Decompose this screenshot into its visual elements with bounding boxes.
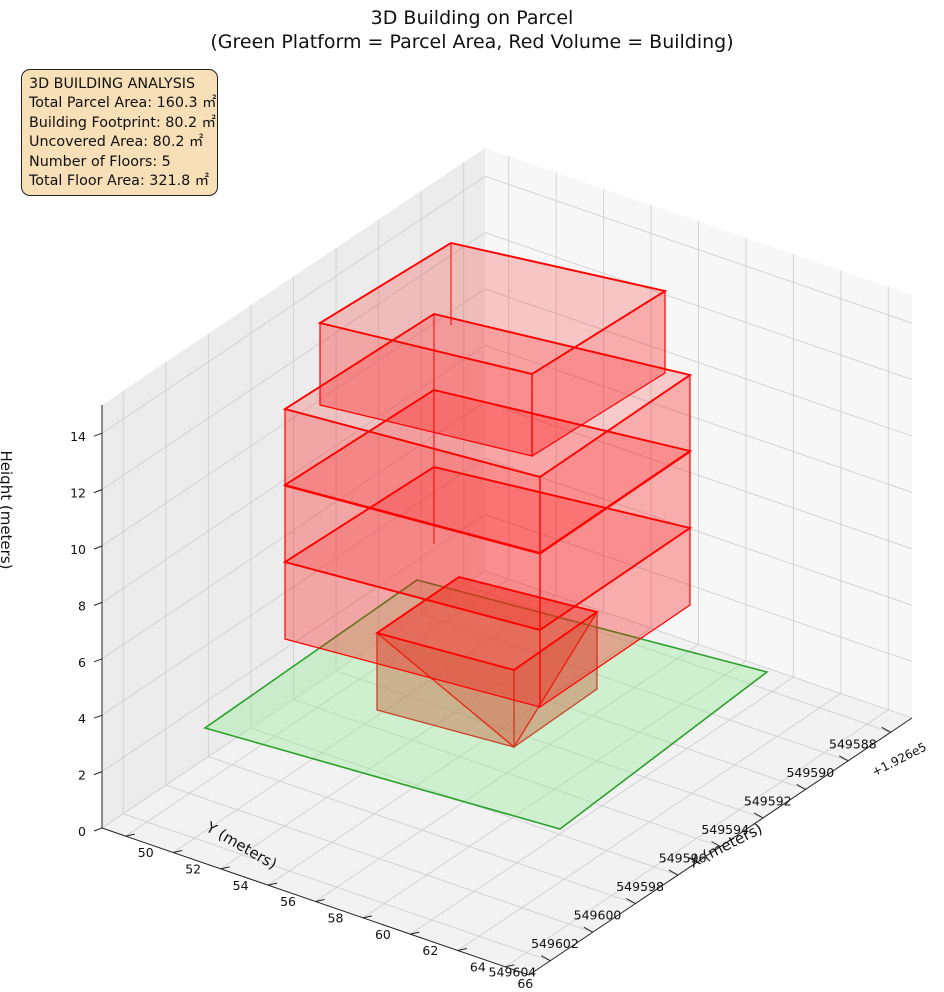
grid-line [484, 457, 913, 606]
tick-label: 6 [78, 655, 86, 670]
building-floor-2 [282, 465, 693, 709]
analysis-line: Uncovered Area: 80.2 ㎡ [29, 134, 204, 151]
grid-line [101, 345, 486, 603]
grid-line [484, 401, 913, 550]
chart-subtitle: (Green Platform = Parcel Area, Red Volum… [210, 31, 734, 53]
building-floor-3 [282, 388, 693, 632]
tick-mark [668, 869, 679, 876]
z-axis-label: Height (meters) [0, 451, 15, 570]
x-offset-label: +1.926e5 [870, 740, 929, 779]
tick-label: 66 [517, 976, 533, 991]
building-floor-4 [282, 312, 693, 556]
tick-mark [93, 489, 103, 494]
chart-title: 3D Building on Parcel [370, 7, 574, 29]
tick-label: 549592 [744, 793, 792, 808]
tick-label: 549602 [531, 936, 579, 951]
tick-mark [93, 658, 103, 663]
grid-line [123, 813, 551, 962]
building-floor-5 [317, 241, 668, 458]
building-top [317, 241, 668, 376]
parcel-platform [203, 579, 769, 830]
tick-mark [93, 432, 103, 437]
tick-mark [881, 726, 891, 733]
tick-mark [93, 601, 103, 606]
grid-line [208, 756, 636, 905]
tick-mark [753, 812, 764, 819]
chart-title-block: 3D Building on Parcel (Green Platform = … [0, 6, 944, 54]
tick-label: 549590 [786, 765, 834, 780]
tick-label: 2 [78, 768, 86, 783]
grid-line [293, 699, 721, 847]
analysis-line: Building Footprint: 80.2 ㎡ [29, 114, 216, 131]
tick-label: 54 [233, 878, 249, 893]
grid-line [335, 670, 764, 819]
analysis-line: Total Parcel Area: 160.3 ㎡ [29, 95, 217, 112]
tick-mark [505, 964, 515, 968]
tick-mark [583, 926, 594, 933]
tick-mark [711, 841, 721, 847]
tick-mark [410, 931, 420, 935]
grid-line [101, 232, 486, 490]
tick-label: 0 [78, 824, 86, 839]
grid-line [484, 288, 913, 437]
tick-mark [838, 755, 849, 762]
tick-mark [125, 833, 135, 837]
grid-line [463, 584, 891, 733]
tick-label: 52 [185, 862, 201, 877]
grid-line [421, 613, 849, 762]
tick-label: 549604 [489, 965, 537, 980]
tick-label: 549594 [701, 822, 749, 837]
tick-mark [626, 898, 636, 905]
tick-mark [93, 545, 103, 550]
grid-line [165, 784, 593, 933]
grid-line [101, 175, 486, 434]
tick-label: 56 [280, 894, 296, 909]
grid-line [484, 570, 913, 719]
tick-label: 64 [470, 960, 486, 975]
tick-label: 549598 [616, 879, 664, 894]
grid-line [101, 514, 486, 772]
tick-mark [220, 866, 230, 870]
grid-line [484, 232, 913, 381]
tick-mark [93, 771, 103, 776]
analysis-heading: 3D BUILDING ANALYSIS [29, 76, 196, 92]
tick-mark [93, 714, 103, 719]
tick-mark [457, 948, 467, 951]
tick-label: 14 [70, 429, 86, 444]
tick-mark [541, 955, 551, 962]
scene-objects [203, 241, 769, 830]
tick-mark [267, 882, 278, 886]
building-top [282, 312, 693, 479]
analysis-line: Total Floor Area: 321.8 ㎡ [29, 173, 210, 190]
tick-label: 10 [70, 542, 86, 557]
tick-label: 12 [70, 486, 86, 501]
analysis-line: Number of Floors: 5 [29, 153, 171, 170]
tick-mark [796, 783, 806, 790]
tick-label: 62 [422, 943, 438, 958]
tick-mark [93, 827, 103, 832]
tick-mark [173, 850, 183, 853]
grid-line [101, 570, 486, 829]
grid-line [101, 288, 486, 547]
tick-label: 50 [138, 845, 154, 860]
analysis-box: 3D BUILDING ANALYSIS Total Parcel Area: … [21, 69, 218, 196]
grid-line [484, 344, 913, 493]
tick-label: 549596 [659, 851, 707, 866]
tick-label: 60 [375, 927, 391, 942]
grid-line [484, 175, 913, 324]
grid-line [101, 457, 486, 716]
tick-labels: 5052545658606264665495885495905495925495… [70, 429, 891, 991]
tick-label: 549588 [829, 736, 877, 751]
grid-line [484, 514, 913, 663]
grid-line [378, 641, 806, 790]
tick-mark [315, 899, 325, 902]
tick-label: 549600 [574, 908, 622, 923]
tick-mark [362, 915, 373, 919]
tick-label: 4 [78, 711, 86, 726]
tick-label: 58 [328, 911, 344, 926]
tick-label: 8 [78, 598, 86, 613]
